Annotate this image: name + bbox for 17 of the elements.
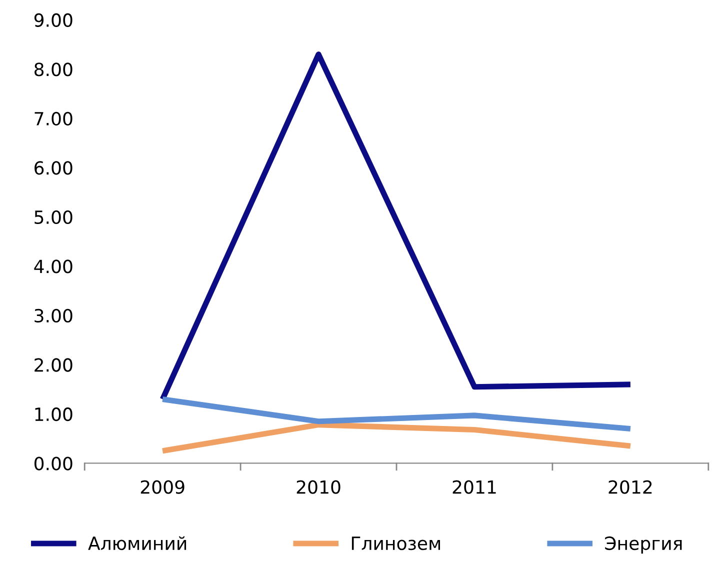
y-tick-label: 0.00	[34, 456, 72, 470]
x-tick-label: 2010	[296, 480, 340, 494]
y-tick-label: 8.00	[34, 62, 72, 76]
legend-label: Алюминий	[88, 536, 186, 550]
y-tick-label: 2.00	[34, 358, 72, 372]
y-tick-label: 4.00	[34, 260, 72, 274]
y-tick-label: 7.00	[34, 112, 72, 126]
x-tick-label: 2012	[608, 480, 652, 494]
y-tick-label: 9.00	[34, 13, 72, 27]
y-tick-label: 1.00	[35, 407, 72, 422]
legend-label: Энергия	[605, 536, 682, 554]
legend-label: Глинозем	[352, 536, 440, 550]
y-tick-label: 6.00	[34, 161, 72, 175]
y-tick-label: 3.00	[34, 308, 72, 323]
x-tick-label: 2009	[140, 480, 184, 494]
x-tick-label: 2011	[452, 480, 496, 494]
y-tick-label: 5.00	[34, 210, 72, 224]
